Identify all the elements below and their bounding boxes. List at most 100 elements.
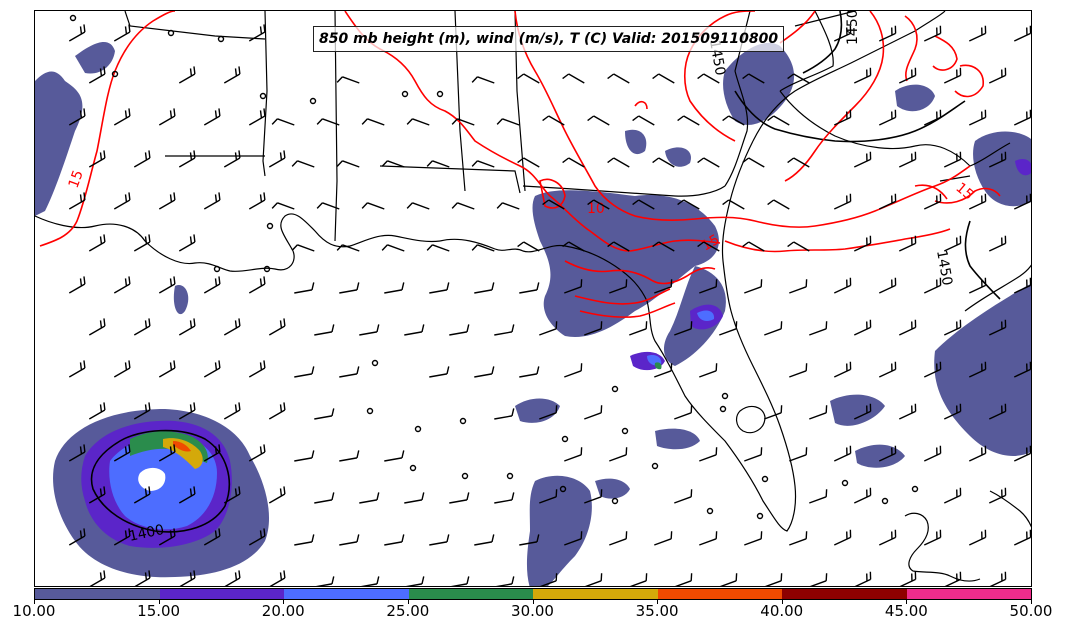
- wind-barb: [923, 529, 942, 546]
- wind-barb: [878, 361, 897, 378]
- colorbar-segment: [782, 589, 907, 599]
- wind-barb: [203, 108, 221, 126]
- wind-barb: [294, 534, 315, 546]
- wind-barb: [68, 528, 86, 546]
- wind-barb: [88, 150, 106, 168]
- wind-barb: [404, 492, 425, 504]
- wind-barb: [1013, 361, 1031, 378]
- colorbar-segment: [533, 589, 658, 599]
- wind-barb: [674, 321, 693, 336]
- calm-wind-circle: [611, 385, 619, 393]
- wind-barb: [113, 528, 131, 546]
- wind-barb: [943, 67, 962, 84]
- wind-barb: [968, 277, 987, 294]
- wind-barb: [878, 277, 897, 294]
- wind-barb: [564, 279, 583, 294]
- weather-map-canvas: 1400 1450 1450 1450 15 15 10 15: [35, 11, 1031, 586]
- calm-wind-circle: [266, 222, 274, 230]
- wind-barb: [268, 570, 286, 586]
- calm-wind-circle: [401, 90, 409, 98]
- wind-barb: [699, 363, 718, 378]
- colorbar-tick: [781, 600, 783, 604]
- wind-barb: [203, 276, 221, 294]
- wind-barb: [519, 534, 540, 546]
- wind-barb: [609, 279, 628, 294]
- wind-barb: [158, 528, 176, 546]
- wind-barb: [88, 66, 106, 84]
- wind-barb: [833, 25, 852, 42]
- wind-barb: [133, 234, 151, 252]
- wind-barb: [68, 360, 86, 378]
- wind-barb: [833, 277, 852, 294]
- wind-barb: [474, 282, 495, 294]
- calm-wind-circle: [706, 507, 714, 515]
- wind-barb: [248, 24, 266, 42]
- wind-barb: [494, 324, 515, 336]
- wind-barb: [339, 450, 360, 462]
- wind-barb: [339, 366, 360, 378]
- wind-barb: [449, 576, 470, 586]
- wind-barb: [294, 366, 315, 378]
- wind-barb: [542, 115, 565, 126]
- wind-barb: [853, 235, 872, 252]
- wind-barb: [314, 324, 335, 336]
- wind-barb: [833, 361, 852, 378]
- wind-barb: [517, 73, 540, 84]
- wind-barb: [833, 193, 852, 210]
- calm-wind-circle: [436, 90, 444, 98]
- wind-barb: [674, 573, 693, 586]
- wind-barb: [988, 151, 1007, 168]
- wind-barb: [268, 402, 286, 420]
- calm-wind-circle: [841, 479, 849, 487]
- height-label: 1450: [933, 249, 955, 287]
- wind-barb: [474, 534, 495, 546]
- colorbar-segment: [657, 589, 782, 599]
- wind-barb: [787, 241, 810, 252]
- wind-barb: [133, 402, 151, 420]
- wind-barb: [564, 531, 583, 546]
- wind-barb: [789, 363, 808, 378]
- wind-barb: [314, 408, 335, 420]
- calm-wind-circle: [651, 462, 659, 470]
- wind-barb: [314, 576, 335, 586]
- wind-barb: [429, 282, 450, 294]
- colorbar-tick: [906, 600, 908, 604]
- wind-barb: [88, 402, 106, 420]
- colorbar-tick-label: 10.00: [12, 602, 56, 620]
- wind-barb: [853, 151, 872, 168]
- wind-barb: [1013, 277, 1031, 294]
- wind-barb: [113, 360, 131, 378]
- wind-barb: [248, 528, 266, 546]
- wind-barb: [361, 202, 385, 210]
- wind-barb: [898, 235, 917, 252]
- wind-barb: [833, 445, 852, 462]
- wind-barb: [809, 573, 828, 586]
- wind-barb: [223, 150, 241, 168]
- height-label: 1400: [128, 522, 166, 545]
- wind-barb: [68, 276, 86, 294]
- colorbar-segment: [35, 589, 160, 599]
- colorbar-tick: [407, 600, 409, 604]
- calm-wind-circle: [167, 29, 175, 37]
- wind-barb: [878, 193, 897, 210]
- temperature-label: 15: [66, 168, 87, 190]
- wind-barb: [361, 118, 385, 126]
- wind-barb: [764, 405, 783, 420]
- wind-barb: [968, 445, 987, 462]
- wind-barb: [789, 447, 808, 462]
- calm-wind-circle: [309, 97, 317, 105]
- temperature-label: 15: [952, 180, 976, 204]
- wind-barb: [833, 109, 852, 126]
- wind-barb: [336, 76, 360, 84]
- wind-barb: [652, 157, 675, 168]
- height-label: 1450: [845, 11, 861, 45]
- wind-barb: [699, 279, 718, 294]
- wind-barb: [113, 276, 131, 294]
- wind-barb: [88, 234, 106, 252]
- wind-barb: [268, 318, 286, 336]
- wind-barb: [494, 408, 515, 420]
- wind-barb: [248, 108, 266, 126]
- wind-barb: [316, 202, 340, 210]
- wind-barb: [539, 405, 558, 420]
- wind-barb: [248, 360, 266, 378]
